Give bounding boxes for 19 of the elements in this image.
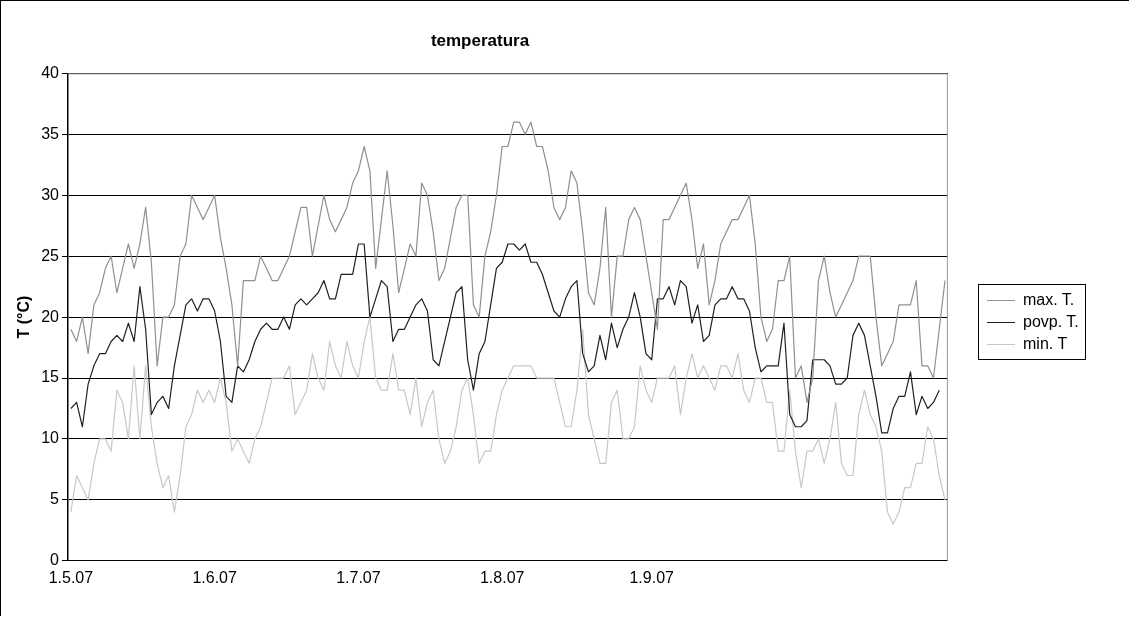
y-axis-title: T (°C) [15, 295, 33, 339]
x-tick-label: 1.5.07 [48, 568, 94, 586]
x-tick-label: 1.9.07 [629, 568, 675, 586]
y-tick-label: 15 [41, 368, 60, 386]
y-tick-label: 30 [41, 185, 60, 203]
y-tick-label: 40 [41, 63, 60, 81]
x-tick-label: 1.6.07 [192, 568, 237, 586]
legend-label: max. T. [1023, 291, 1075, 309]
legend-label: povp. T. [1023, 313, 1079, 331]
x-tick-label: 1.7.07 [336, 568, 381, 586]
y-tick-label: 5 [50, 490, 60, 508]
x-tick-label: 1.8.07 [479, 568, 525, 586]
legend-label: min. T [1023, 335, 1068, 353]
chart-title: temperatura [430, 30, 530, 50]
y-tick-label: 0 [50, 551, 60, 569]
y-tick-label: 10 [41, 429, 60, 447]
y-tick-label: 25 [41, 246, 60, 264]
y-tick-label: 20 [41, 307, 60, 325]
y-tick-label: 35 [41, 124, 60, 142]
